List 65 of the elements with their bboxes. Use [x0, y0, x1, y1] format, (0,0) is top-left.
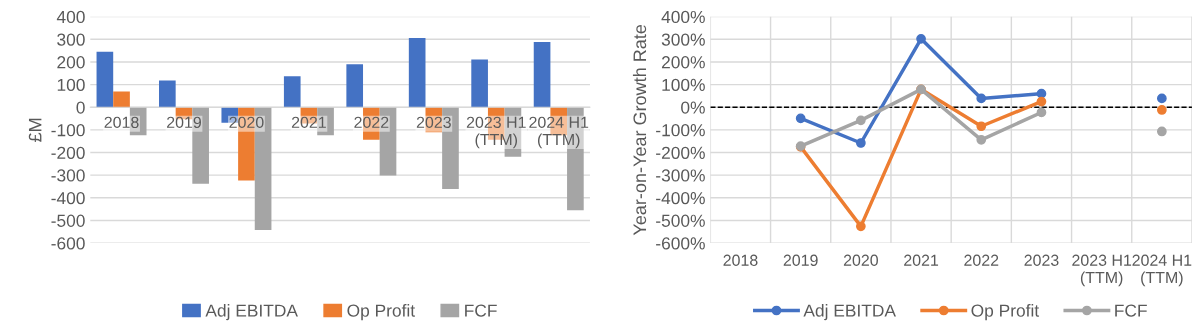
bar — [346, 64, 364, 108]
point — [976, 93, 987, 104]
point — [1036, 96, 1047, 107]
x-tick-label: 2019 — [167, 116, 201, 129]
point — [1156, 93, 1167, 104]
x-tick-label: 2024 H1 (TTM) — [1132, 254, 1192, 287]
bar — [283, 76, 301, 108]
point — [855, 138, 866, 148]
y-tick-label: -200 — [51, 146, 85, 159]
x-tick-label: 2022 — [964, 254, 999, 266]
y-tick-label: 200 — [57, 56, 85, 69]
point — [916, 33, 926, 44]
y-tick-label: 100% — [662, 78, 705, 92]
bar — [96, 51, 114, 108]
x-tick-label: 2019 — [783, 254, 818, 266]
x-tick-label: 2020 — [843, 254, 878, 266]
point — [1156, 105, 1167, 115]
y-tick-label: -300% — [656, 169, 705, 182]
y-tick-label: 0% — [681, 101, 705, 114]
x-tick-label: 2020 — [229, 116, 264, 129]
legend-label: Op Profit — [971, 304, 1040, 321]
legend-label: FCF — [465, 304, 497, 317]
y-tick-label: -400 — [51, 191, 85, 205]
y-tick-label: -500 — [51, 214, 85, 227]
x-tick-label: 2021 — [291, 116, 326, 129]
x-tick-label: 2018 — [723, 254, 758, 266]
y-axis-title: £M — [28, 118, 42, 142]
y-tick-label: -400% — [656, 191, 705, 205]
x-tick-label: 2018 — [104, 116, 139, 129]
y-tick-label: 200% — [661, 56, 705, 69]
y-tick-label: -200% — [656, 146, 705, 159]
point — [855, 221, 866, 232]
y-tick-label: 400% — [661, 10, 705, 24]
y-tick-label: -600% — [656, 237, 705, 250]
point — [976, 134, 987, 145]
bar — [159, 80, 176, 108]
y-tick-label: -300 — [51, 169, 85, 182]
y-tick-label: 100 — [57, 78, 85, 92]
x-tick-label: 2023 — [1024, 254, 1059, 266]
bar — [113, 91, 130, 108]
point — [795, 113, 806, 124]
legend-label: Adj EBITDA — [205, 304, 298, 321]
x-tick-label: 2021 — [904, 254, 939, 266]
legend-label: FCF — [1115, 304, 1147, 317]
y-tick-label: 300% — [661, 33, 705, 46]
point — [976, 121, 987, 132]
point — [855, 115, 866, 126]
x-tick-label: 2022 — [354, 116, 389, 129]
y-tick-label: -500% — [656, 214, 705, 227]
bar — [533, 42, 551, 108]
x-tick-label: 2023 H1 (TTM) — [1072, 254, 1132, 287]
bar — [471, 59, 488, 108]
y-tick-label: -600 — [51, 237, 85, 250]
y-axis-title: Year-on-Year Growth Rate — [632, 24, 647, 236]
y-tick-label: 400 — [56, 10, 85, 24]
point — [1156, 126, 1167, 137]
y-tick-label: -100% — [656, 124, 705, 137]
y-tick-label: 0 — [76, 101, 85, 114]
point — [1036, 107, 1047, 118]
y-tick-label: -100 — [51, 124, 85, 137]
x-tick-label: 2023 — [416, 116, 451, 129]
legend-label: Op Profit — [347, 304, 415, 321]
legend-label: Adj EBITDA — [803, 304, 896, 321]
y-tick-label: 300 — [57, 33, 85, 46]
bar — [408, 37, 426, 108]
